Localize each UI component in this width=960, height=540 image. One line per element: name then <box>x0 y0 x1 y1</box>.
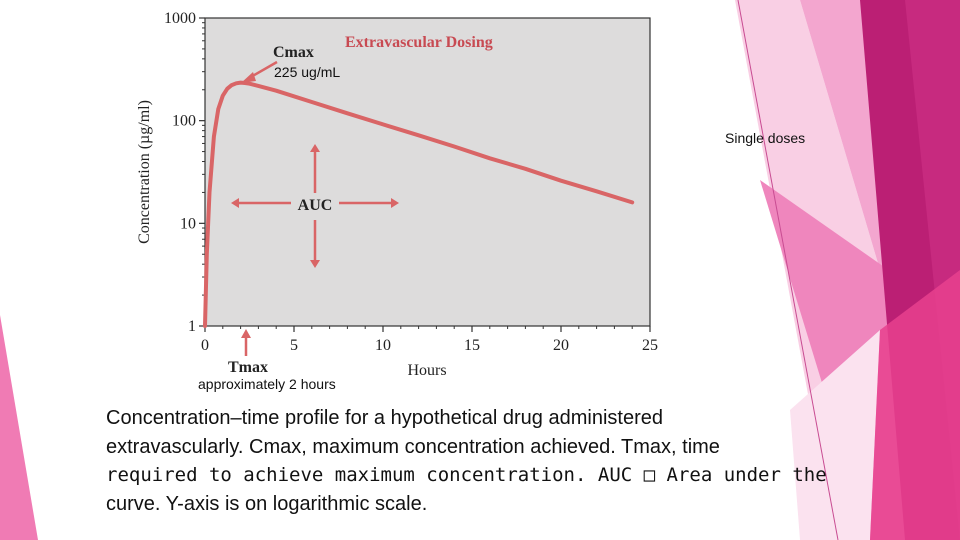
tmax-value-note: approximately 2 hours <box>198 376 336 392</box>
figure-caption: Concentration–time profile for a hypothe… <box>106 404 906 518</box>
x-tick-label-15: 15 <box>464 337 480 354</box>
x-tick-label-5: 5 <box>290 337 298 354</box>
x-axis-title: Hours <box>407 362 446 379</box>
caption-line-2: extravascularly. Cmax, maximum concentra… <box>106 435 720 458</box>
y-axis-ticks: 1 10 100 1000 <box>164 10 205 335</box>
single-doses-note: Single doses <box>725 130 806 146</box>
y-tick-label-1: 1 <box>188 318 196 335</box>
bottom-right-white-wedge <box>790 330 880 540</box>
cmax-label: Cmax <box>273 44 314 61</box>
caption-line-4: curve. Y-axis is on logarithmic scale. <box>106 492 428 515</box>
caption-line-3: required to achieve maximum concentratio… <box>106 464 827 486</box>
bottom-right-pink-tri <box>870 270 960 540</box>
x-tick-label-10: 10 <box>375 337 391 354</box>
x-tick-label-0: 0 <box>201 337 209 354</box>
plot-area <box>204 17 651 327</box>
auc-arrows <box>231 144 399 268</box>
tmax-arrowhead <box>241 329 251 338</box>
right-thin-line <box>737 0 839 540</box>
cmax-arrowhead <box>241 72 256 83</box>
x-axis-ticks: 0 5 10 15 20 25 <box>201 326 658 354</box>
chart-title: Extravascular Dosing <box>345 34 493 51</box>
y-axis-title: Concentration (µg/ml) <box>136 100 153 244</box>
cmax-value-note: 225 ug/mL <box>274 64 341 80</box>
y-tick-label-10: 10 <box>180 215 196 232</box>
x-tick-label-20: 20 <box>553 337 569 354</box>
concentration-curve <box>203 80 635 328</box>
caption-line-1: Concentration–time profile for a hypothe… <box>106 407 663 429</box>
concentration-time-chart: 1 10 100 1000 0 5 10 15 20 25 Concentration (µg/… <box>136 10 658 379</box>
x-tick-label-25: 25 <box>642 337 658 354</box>
auc-label: AUC <box>298 197 333 214</box>
y-tick-label-100: 100 <box>172 113 196 130</box>
y-tick-label-1000: 1000 <box>164 10 196 27</box>
tmax-label: Tmax <box>228 359 268 376</box>
left-pink-sliver <box>0 315 38 540</box>
